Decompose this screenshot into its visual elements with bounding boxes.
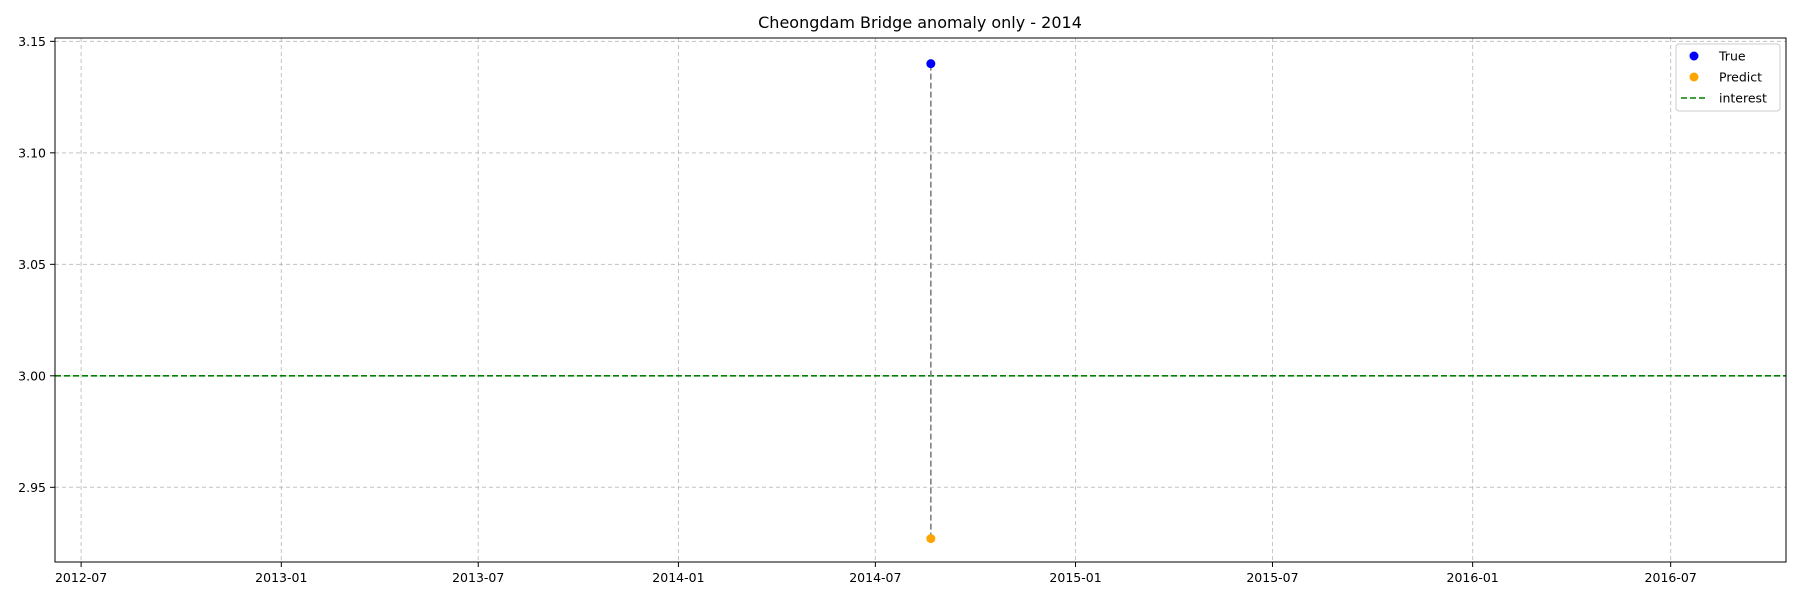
x-tick-label: 2016-07 [1645, 570, 1697, 585]
x-tick-label: 2014-01 [652, 570, 704, 585]
y-tick-label: 3.05 [18, 257, 46, 272]
y-tick-label: 3.15 [18, 34, 46, 49]
x-tick-label: 2015-01 [1049, 570, 1101, 585]
plot-frame [54, 37, 1787, 563]
y-tick-label: 3.10 [18, 145, 46, 160]
y-tick-label: 3.00 [18, 368, 46, 383]
true-point [926, 59, 936, 69]
legend-label-predict: Predict [1719, 70, 1762, 85]
x-tick-label: 2013-01 [255, 570, 307, 585]
plot-area [55, 59, 1786, 544]
predict-point [926, 534, 936, 544]
x-tick-label: 2013-07 [452, 570, 504, 585]
x-tick-label: 2014-07 [849, 570, 901, 585]
axes: 2012-07 2013-01 2013-07 2014-01 2014-07 2015-… [18, 34, 1697, 585]
legend-box [1675, 43, 1781, 112]
legend-label-true: True [1718, 49, 1746, 64]
y-tick-label: 2.95 [18, 480, 46, 495]
chart-title: Cheongdam Bridge anomaly only - 2014 [758, 13, 1082, 32]
legend-marker-true [1689, 51, 1699, 61]
x-tick-label: 2012-07 [55, 570, 107, 585]
x-tick-label: 2015-07 [1246, 570, 1298, 585]
x-tick-label: 2016-01 [1447, 570, 1499, 585]
legend: True Predict interest [1675, 43, 1781, 112]
legend-label-interest: interest [1719, 91, 1767, 106]
legend-marker-predict [1689, 72, 1699, 82]
